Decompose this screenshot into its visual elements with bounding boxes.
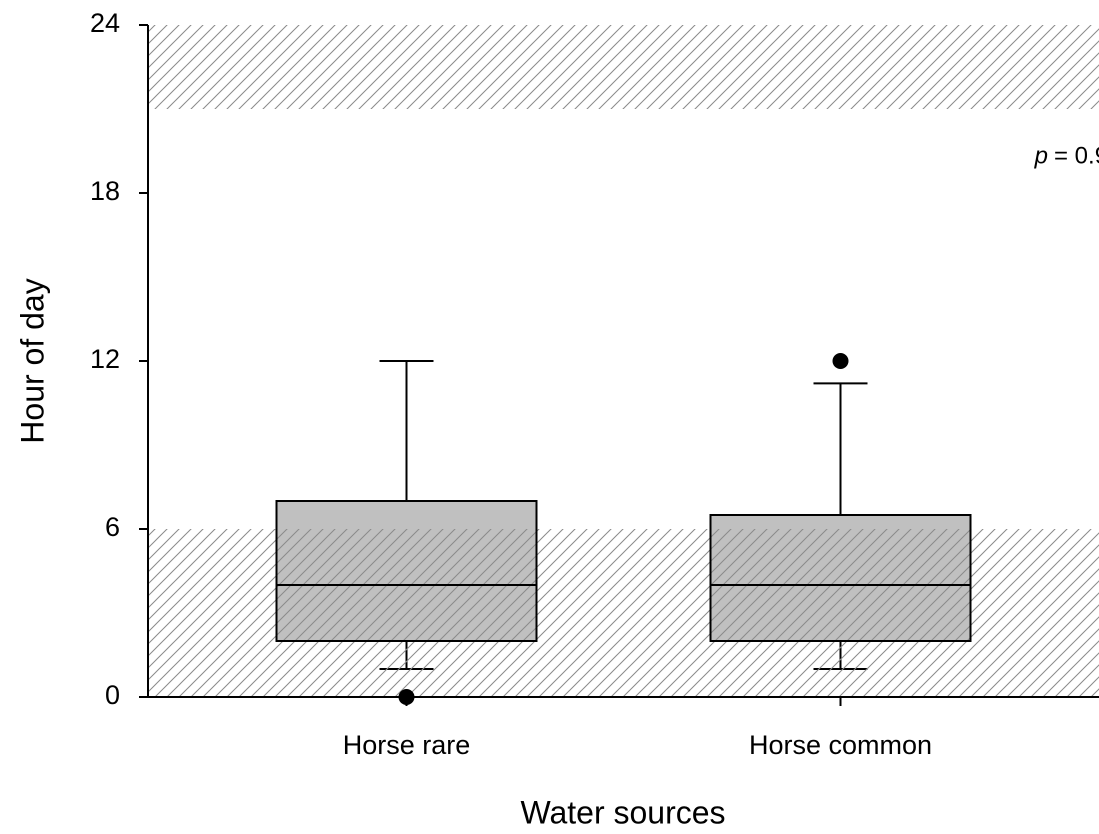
y-tick-label: 6 <box>105 512 120 542</box>
outlier <box>832 353 849 369</box>
shaded-band <box>148 529 1099 697</box>
x-tick-label: Horse common <box>749 730 932 760</box>
x-tick-label: Horse rare <box>343 730 471 760</box>
box-outline <box>709 514 972 642</box>
y-axis-title: Hour of day <box>14 278 50 443</box>
x-axis-title: Water sources <box>520 794 725 830</box>
annotation-symbol: p <box>1034 142 1048 169</box>
box-outline <box>275 500 538 642</box>
y-tick-label: 0 <box>105 680 120 710</box>
y-tick-label: 24 <box>90 8 120 38</box>
shaded-band <box>148 25 1099 109</box>
y-tick-label: 12 <box>90 344 120 374</box>
y-tick-label: 18 <box>90 176 120 206</box>
annotation-text: = 0.95 <box>1054 142 1099 169</box>
